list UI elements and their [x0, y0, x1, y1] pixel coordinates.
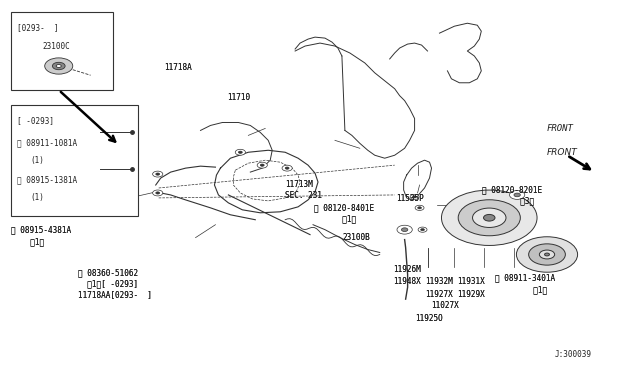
Circle shape [239, 151, 243, 153]
Text: 11929X: 11929X [457, 291, 484, 299]
Text: 11535P: 11535P [396, 195, 424, 203]
Text: 11718A: 11718A [164, 63, 191, 72]
Text: 11718AA[0293-  ]: 11718AA[0293- ] [78, 291, 152, 299]
Circle shape [415, 205, 424, 211]
Circle shape [401, 228, 408, 231]
Circle shape [156, 192, 159, 194]
Text: FRONT: FRONT [547, 148, 578, 157]
Text: 11948X: 11948X [394, 278, 421, 286]
Text: 〈1〉[ -0293]: 〈1〉[ -0293] [78, 279, 138, 288]
Text: 11718AA[0293-  ]: 11718AA[0293- ] [78, 291, 152, 299]
Circle shape [285, 167, 289, 169]
Circle shape [540, 250, 555, 259]
Text: ⓢ 08360-51062: ⓢ 08360-51062 [78, 268, 138, 277]
Text: ⓜ 08915-4381A: ⓜ 08915-4381A [11, 226, 71, 235]
Circle shape [413, 196, 417, 198]
Text: 〈1〉: 〈1〉 [20, 237, 44, 246]
Circle shape [484, 214, 495, 221]
Text: 11929X: 11929X [457, 291, 484, 299]
Circle shape [420, 228, 424, 231]
Text: Ⓑ 08120-8401E: Ⓑ 08120-8401E [314, 203, 374, 213]
Circle shape [410, 194, 419, 199]
Circle shape [236, 149, 246, 155]
Text: 11710: 11710 [228, 93, 251, 102]
Text: 〈1〉: 〈1〉 [333, 215, 356, 224]
Text: ⓜ 08915-4381A: ⓜ 08915-4381A [11, 226, 71, 235]
Bar [11, 105, 138, 215]
Text: 11927X: 11927X [425, 291, 453, 299]
Circle shape [458, 200, 520, 236]
Text: 11948X: 11948X [394, 278, 421, 286]
Text: (1): (1) [30, 193, 44, 202]
Text: 11931X: 11931X [457, 278, 484, 286]
Text: FRONT: FRONT [546, 124, 573, 133]
Circle shape [260, 164, 264, 166]
Text: 〈1〉: 〈1〉 [333, 215, 356, 224]
Circle shape [509, 190, 525, 199]
Text: 11718A: 11718A [164, 63, 191, 72]
Circle shape [472, 208, 506, 227]
Text: 11932M: 11932M [425, 278, 453, 286]
Text: 11925O: 11925O [415, 314, 444, 323]
Text: 11931X: 11931X [457, 278, 484, 286]
Text: ⓜ 08915-1381A: ⓜ 08915-1381A [17, 175, 77, 184]
Text: ⓓ 08911-1081A: ⓓ 08911-1081A [17, 138, 77, 147]
Circle shape [418, 227, 427, 232]
Text: ⓢ 08360-51062: ⓢ 08360-51062 [78, 268, 138, 277]
Text: 11710: 11710 [228, 93, 251, 102]
Text: (1): (1) [30, 157, 44, 166]
Text: 11713M: 11713M [285, 180, 313, 189]
Text: 〈1〉[ -0293]: 〈1〉[ -0293] [78, 279, 138, 288]
Text: [ -0293]: [ -0293] [17, 116, 54, 125]
Text: 〈1〉: 〈1〉 [20, 237, 44, 246]
Circle shape [529, 244, 565, 265]
Text: Ⓑ 08120-8201E: Ⓑ 08120-8201E [483, 185, 543, 194]
Text: 〈3〉: 〈3〉 [511, 196, 534, 205]
Text: 11535P: 11535P [396, 195, 424, 203]
Circle shape [282, 165, 292, 171]
Circle shape [397, 225, 412, 234]
Text: Ⓑ 08120-8201E: Ⓑ 08120-8201E [483, 185, 543, 194]
Text: SEC. 231: SEC. 231 [285, 191, 322, 200]
Circle shape [514, 193, 520, 197]
Circle shape [152, 171, 163, 177]
Text: SEC. 231: SEC. 231 [285, 191, 322, 200]
Circle shape [45, 58, 73, 74]
Text: 11027X: 11027X [431, 301, 460, 311]
Text: 23100B: 23100B [342, 233, 370, 242]
Text: 11027X: 11027X [431, 301, 460, 311]
Text: 23100C: 23100C [43, 42, 70, 51]
Circle shape [156, 173, 159, 175]
Circle shape [257, 162, 268, 168]
Circle shape [442, 190, 537, 246]
Bar [11, 13, 113, 90]
Text: [0293-  ]: [0293- ] [17, 23, 59, 32]
Text: 〈3〉: 〈3〉 [511, 196, 534, 205]
Text: J:300039: J:300039 [555, 350, 592, 359]
Text: 11925O: 11925O [415, 314, 444, 323]
Text: 〈1〉: 〈1〉 [524, 285, 547, 294]
Circle shape [545, 253, 550, 256]
Circle shape [516, 237, 577, 272]
Text: 11926M: 11926M [394, 264, 421, 273]
Circle shape [56, 64, 61, 67]
Text: Ⓑ 08120-8401E: Ⓑ 08120-8401E [314, 203, 374, 213]
Circle shape [418, 207, 422, 209]
Text: 11927X: 11927X [425, 291, 453, 299]
Text: 11713M: 11713M [285, 180, 313, 189]
Text: 〈1〉: 〈1〉 [524, 285, 547, 294]
Circle shape [152, 190, 163, 196]
Text: ⓜ 08911-3401A: ⓜ 08911-3401A [495, 274, 556, 283]
Circle shape [52, 62, 65, 70]
Text: 11926M: 11926M [394, 264, 421, 273]
Text: ⓜ 08911-3401A: ⓜ 08911-3401A [495, 274, 556, 283]
Text: 11932M: 11932M [425, 278, 453, 286]
Text: 23100B: 23100B [342, 233, 370, 242]
